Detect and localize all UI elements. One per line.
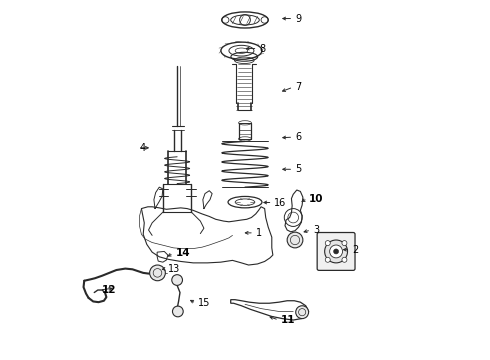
Circle shape — [334, 249, 339, 254]
Text: 15: 15 — [198, 298, 210, 308]
Text: 7: 7 — [295, 82, 301, 92]
Circle shape — [172, 275, 182, 285]
Text: 8: 8 — [259, 44, 266, 54]
Circle shape — [296, 306, 309, 319]
Circle shape — [287, 232, 303, 248]
Circle shape — [325, 257, 330, 262]
Text: 3: 3 — [313, 225, 319, 235]
Text: 1: 1 — [256, 228, 262, 238]
Text: 16: 16 — [274, 198, 287, 207]
Circle shape — [325, 240, 330, 246]
Text: 10: 10 — [309, 194, 324, 203]
Circle shape — [330, 245, 343, 258]
Text: 4: 4 — [140, 143, 146, 153]
Circle shape — [149, 265, 165, 281]
Text: 9: 9 — [295, 14, 301, 23]
FancyBboxPatch shape — [317, 233, 355, 270]
Circle shape — [342, 240, 347, 246]
Text: 5: 5 — [295, 164, 301, 174]
Circle shape — [342, 257, 347, 262]
Text: 13: 13 — [168, 264, 180, 274]
Text: 11: 11 — [281, 315, 295, 325]
Text: 12: 12 — [101, 285, 116, 295]
Text: 6: 6 — [295, 132, 301, 142]
Circle shape — [325, 240, 347, 263]
Circle shape — [172, 306, 183, 317]
Text: 2: 2 — [352, 245, 358, 255]
Text: 14: 14 — [175, 248, 190, 258]
